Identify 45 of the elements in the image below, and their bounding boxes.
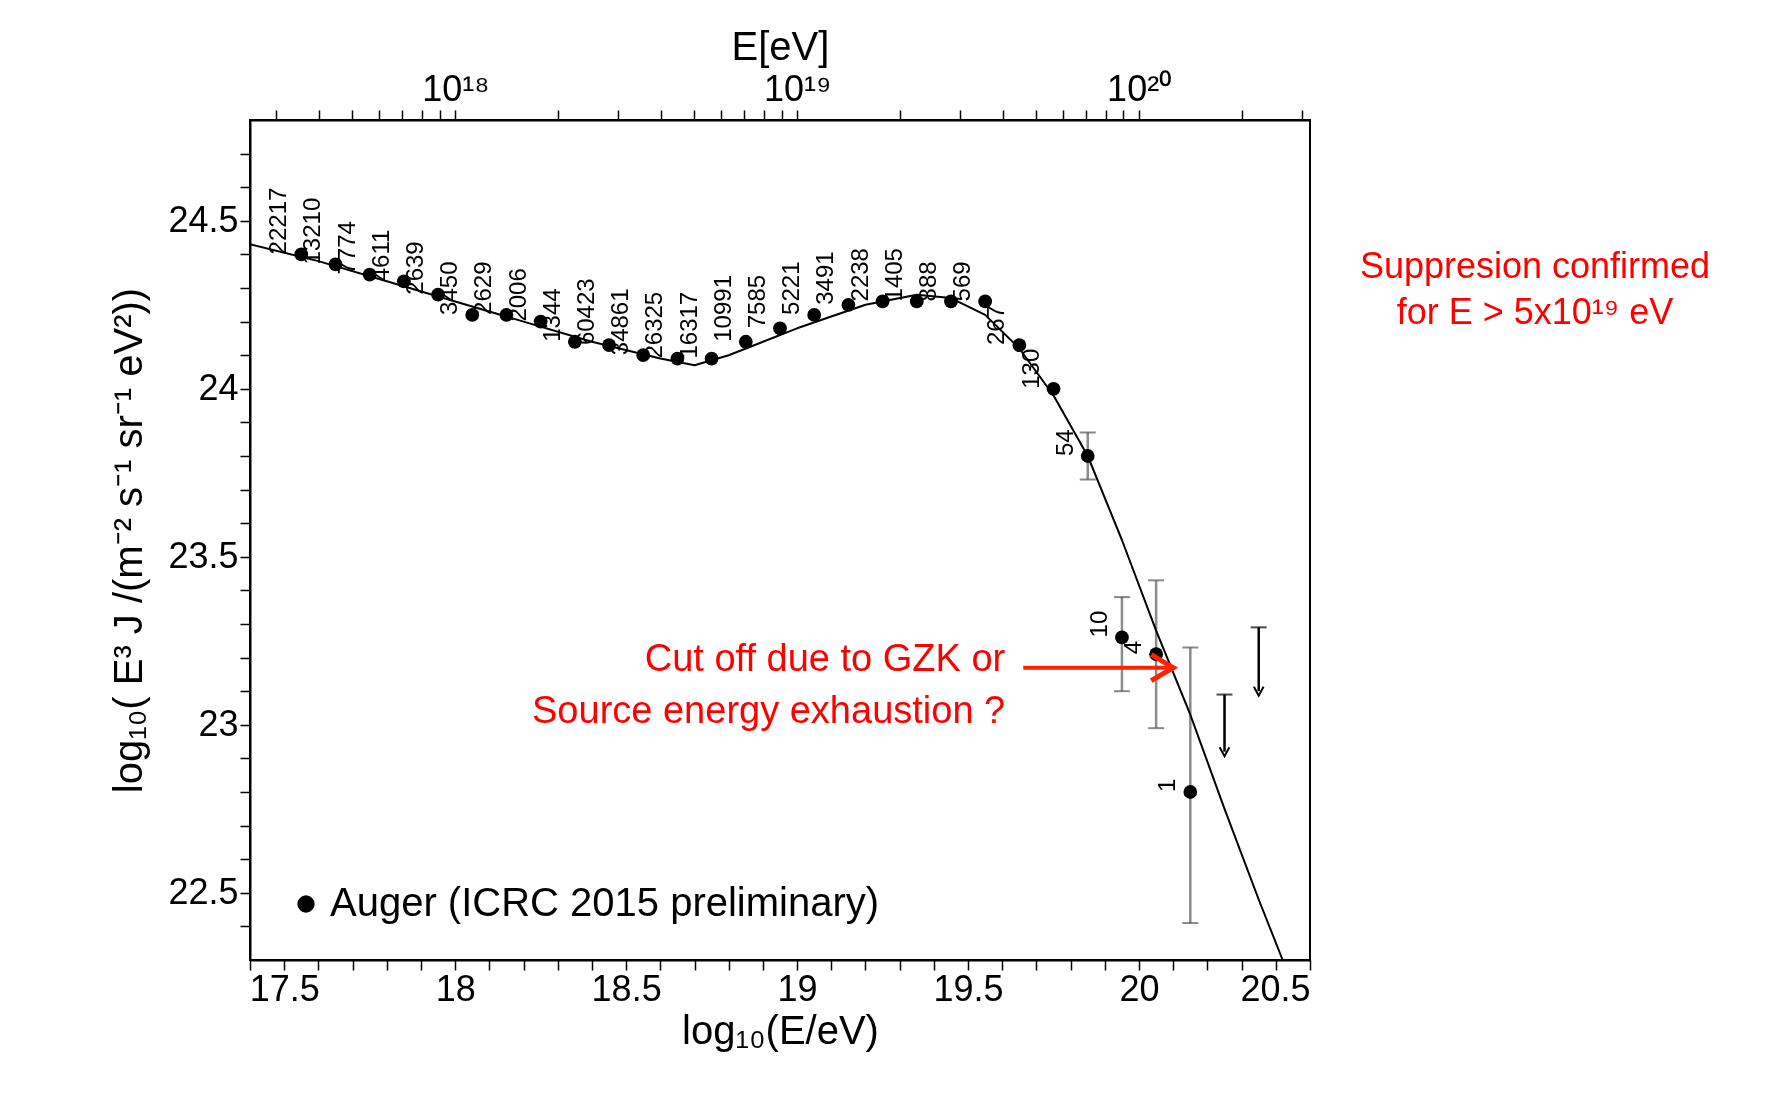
x-tick-label: 20 bbox=[1119, 967, 1160, 1009]
x-tick-label: 17.5 bbox=[249, 967, 320, 1009]
annotation: Cut off due to GZK or Source energy exhaustion ? bbox=[532, 636, 1006, 731]
x-tick-label: 19.5 bbox=[933, 967, 1004, 1009]
x-tick-label: 20.5 bbox=[1240, 967, 1311, 1009]
annotation: 267 bbox=[982, 305, 1010, 346]
annotation: 10 bbox=[1084, 610, 1112, 638]
x-tick-label: 18 bbox=[435, 967, 476, 1009]
x-tick-label: 18.5 bbox=[591, 967, 662, 1009]
annotation: 2238 bbox=[845, 248, 873, 302]
y-axis-title: log₁₀( E³ J /(m⁻² s⁻¹ sr⁻¹ eV²)) bbox=[106, 287, 151, 794]
annotation: 130 bbox=[1016, 348, 1044, 389]
x-tick-label: 19 bbox=[777, 967, 818, 1009]
legend-label: Auger (ICRC 2015 preliminary) bbox=[330, 880, 880, 924]
point bbox=[807, 308, 822, 322]
point bbox=[1252, 685, 1265, 697]
point bbox=[738, 334, 753, 349]
x2-axis-title: E[eV] bbox=[731, 23, 830, 68]
point bbox=[1218, 746, 1231, 758]
annotation: 1 bbox=[1153, 778, 1181, 792]
y-tick-label: 24 bbox=[198, 367, 239, 409]
annotation: 54 bbox=[1050, 429, 1078, 456]
y-tick-label: 23 bbox=[198, 703, 239, 745]
y-tick-label: 23.5 bbox=[168, 535, 239, 577]
annotation: 13210 bbox=[298, 197, 326, 265]
annotation: 3491 bbox=[811, 251, 839, 305]
text: Suppresion confirmed for E > 5x10¹⁹ eV bbox=[1359, 245, 1711, 332]
x2-tick-label: 10²⁰ bbox=[1107, 67, 1173, 109]
y-tick-label: 22.5 bbox=[168, 871, 239, 913]
x2-tick-label: 10¹⁹ bbox=[763, 67, 832, 109]
y-tick-label: 24.5 bbox=[168, 199, 239, 241]
annotation: 569 bbox=[948, 261, 976, 302]
annotation: 16317 bbox=[674, 291, 702, 359]
x-axis-title: log₁₀(E/eV) bbox=[682, 1007, 879, 1052]
annotation: 60423 bbox=[572, 278, 600, 346]
annotation: 22217 bbox=[264, 187, 292, 255]
annotation: 5221 bbox=[777, 261, 805, 315]
annotation: 7585 bbox=[743, 274, 770, 329]
x2-tick-label: 10¹⁸ bbox=[422, 67, 490, 109]
point bbox=[1183, 785, 1198, 799]
point bbox=[773, 321, 787, 336]
annotation: 26325 bbox=[640, 291, 668, 359]
annotation: 10991 bbox=[708, 275, 736, 342]
annotation: 4 bbox=[1119, 640, 1147, 655]
annotation: 1405 bbox=[879, 248, 907, 302]
